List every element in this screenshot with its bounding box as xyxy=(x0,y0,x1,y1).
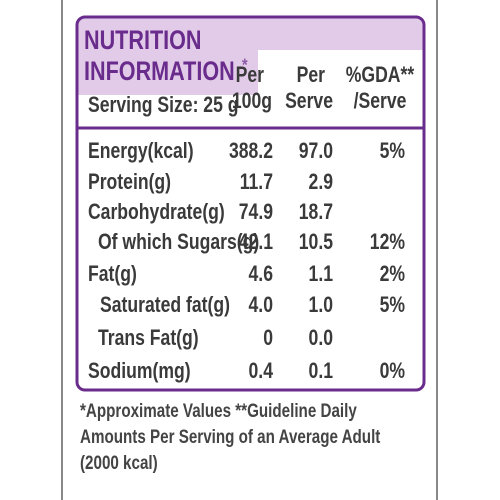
title: INFORMATION xyxy=(84,57,235,87)
column-header: Per xyxy=(236,63,265,87)
column-header: %GDA** xyxy=(346,63,415,87)
title: NUTRITION xyxy=(84,26,202,56)
per-serve: 1.1 xyxy=(309,262,333,286)
nutrient-label: Energy(kcal) xyxy=(88,139,194,163)
header-bg xyxy=(78,18,423,95)
nutrient-label: Carbohydrate(g) xyxy=(88,200,225,224)
footnote: Amounts Per Serving of an Average Adult xyxy=(80,425,381,447)
per-serve: 10.5 xyxy=(299,230,333,254)
nutrient-label: Sodium(mg) xyxy=(88,359,191,383)
per-serve: 2.9 xyxy=(309,170,333,194)
per-serve: 1.0 xyxy=(309,293,333,317)
per-100g: 74.9 xyxy=(239,200,273,224)
nutrient-label: Fat(g) xyxy=(88,262,137,286)
nutrient-label: Protein(g) xyxy=(88,170,171,194)
per-serve: 0.1 xyxy=(309,359,333,383)
nutrient-label: Trans Fat(g) xyxy=(98,326,199,350)
per-100g: 4.0 xyxy=(249,293,273,317)
gda: 12% xyxy=(370,230,405,254)
label-border xyxy=(75,15,426,392)
column-header: /Serve xyxy=(354,89,407,113)
per-100g: 0.4 xyxy=(249,359,273,383)
per-100g: 42.1 xyxy=(239,230,273,254)
column-header: 100g xyxy=(232,89,272,113)
per-100g: 4.6 xyxy=(249,262,273,286)
serving-size: Serving Size: 25 g xyxy=(88,93,239,117)
per-serve: 18.7 xyxy=(299,200,333,224)
per-serve: 97.0 xyxy=(299,139,333,163)
title-mark: * xyxy=(242,55,248,75)
per-100g: 11.7 xyxy=(240,170,273,194)
per-serve: 0.0 xyxy=(309,326,333,350)
gda: 2% xyxy=(380,262,406,286)
gda: 5% xyxy=(380,139,406,163)
column-header: Serve xyxy=(285,89,333,113)
gda: 5% xyxy=(380,293,406,317)
nutrient-label: Saturated fat(g) xyxy=(100,293,230,317)
footnote: (2000 kcal) xyxy=(80,451,158,473)
nutrient-label: Of which Sugars(g) xyxy=(98,230,259,254)
per-100g: 388.2 xyxy=(229,139,273,163)
column-header: Per xyxy=(297,63,326,87)
footnote: *Approximate Values **Guideline Daily xyxy=(80,399,357,421)
gda: 0% xyxy=(380,359,406,383)
per-100g: 0 xyxy=(263,326,273,350)
